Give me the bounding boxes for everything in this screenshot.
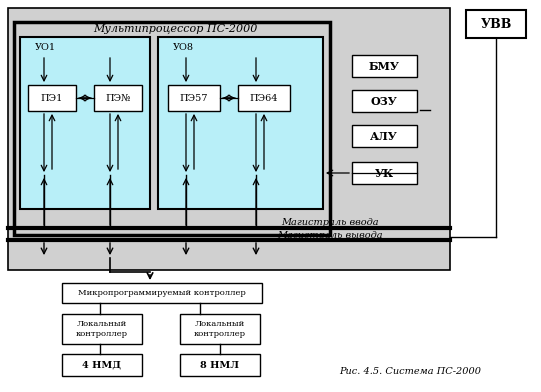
Text: Мультипроцессор ПС-2000: Мультипроцессор ПС-2000: [93, 24, 257, 34]
Bar: [238, 85, 290, 111]
Text: ПЭ64: ПЭ64: [250, 94, 278, 102]
Text: УО1: УО1: [35, 42, 56, 51]
Text: ОЗУ: ОЗУ: [371, 96, 398, 107]
Bar: [20, 37, 150, 209]
Bar: [180, 314, 260, 344]
Bar: [158, 37, 323, 209]
Text: Рис. 4.5. Система ПС-2000: Рис. 4.5. Система ПС-2000: [339, 368, 481, 376]
Bar: [352, 55, 417, 77]
Text: Магистраль вывода: Магистраль вывода: [277, 230, 383, 240]
Text: Магистраль ввода: Магистраль ввода: [281, 218, 379, 227]
Bar: [168, 85, 220, 111]
Bar: [8, 8, 450, 270]
Text: Локальный
контроллер: Локальный контроллер: [76, 320, 128, 338]
Text: УО8: УО8: [173, 42, 194, 51]
Bar: [62, 314, 142, 344]
Bar: [28, 85, 76, 111]
Bar: [352, 162, 417, 184]
Text: Локальный
контроллер: Локальный контроллер: [194, 320, 246, 338]
Bar: [180, 354, 260, 376]
Text: УК: УК: [374, 167, 393, 178]
Text: ПЭ№: ПЭ№: [105, 94, 131, 102]
Text: БМУ: БМУ: [368, 60, 399, 71]
Bar: [14, 22, 330, 235]
Text: 4 НМД: 4 НМД: [82, 361, 122, 370]
Bar: [62, 354, 142, 376]
Text: УВВ: УВВ: [480, 18, 512, 31]
Bar: [466, 10, 526, 38]
Text: АЛУ: АЛУ: [370, 131, 398, 142]
Text: Микропрограммируемый контроллер: Микропрограммируемый контроллер: [78, 289, 246, 297]
Text: ПЭ57: ПЭ57: [180, 94, 208, 102]
Bar: [62, 283, 262, 303]
Bar: [352, 125, 417, 147]
Bar: [94, 85, 142, 111]
Text: 8 НМЛ: 8 НМЛ: [201, 361, 240, 370]
Text: ПЭ1: ПЭ1: [41, 94, 63, 102]
Bar: [352, 90, 417, 112]
